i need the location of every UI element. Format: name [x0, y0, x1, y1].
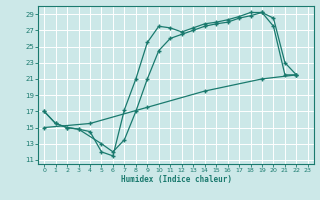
X-axis label: Humidex (Indice chaleur): Humidex (Indice chaleur)	[121, 175, 231, 184]
